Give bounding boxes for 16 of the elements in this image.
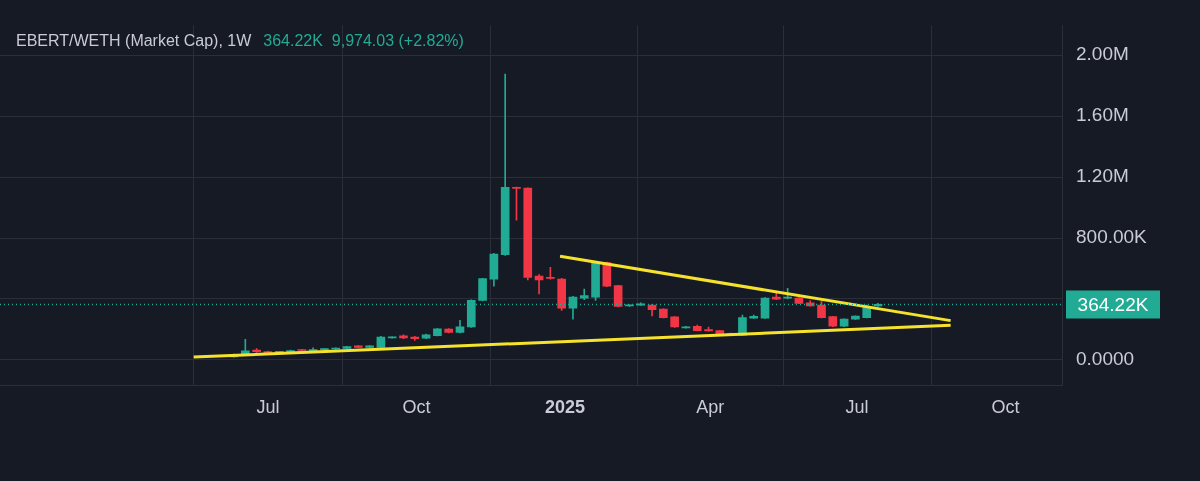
chart-title: EBERT/WETH (Market Cap), 1W bbox=[16, 32, 253, 50]
x-tick-label: Apr bbox=[696, 397, 725, 418]
chart-subtitle: 364.22K 9,974.03 (+2.82%) bbox=[263, 32, 464, 50]
x-tick-label: 2025 bbox=[544, 397, 585, 418]
x-tick-label: Oct bbox=[991, 397, 1020, 418]
y-tick-label: 0.0000 bbox=[1076, 348, 1135, 370]
y-tick-label: 1.60M bbox=[1076, 104, 1129, 126]
x-tick-label: Oct bbox=[402, 397, 431, 418]
candlestick bbox=[681, 326, 691, 329]
y-tick-label: 1.20M bbox=[1076, 165, 1129, 187]
y-tick-label: 2.00M bbox=[1076, 43, 1129, 65]
x-tick-label: Jul bbox=[845, 397, 869, 418]
ref-line-label: 364.22K bbox=[1077, 293, 1149, 315]
x-tick-label: Jul bbox=[256, 397, 280, 418]
y-tick-label: 800.00K bbox=[1076, 226, 1148, 248]
candlestick bbox=[331, 347, 341, 350]
